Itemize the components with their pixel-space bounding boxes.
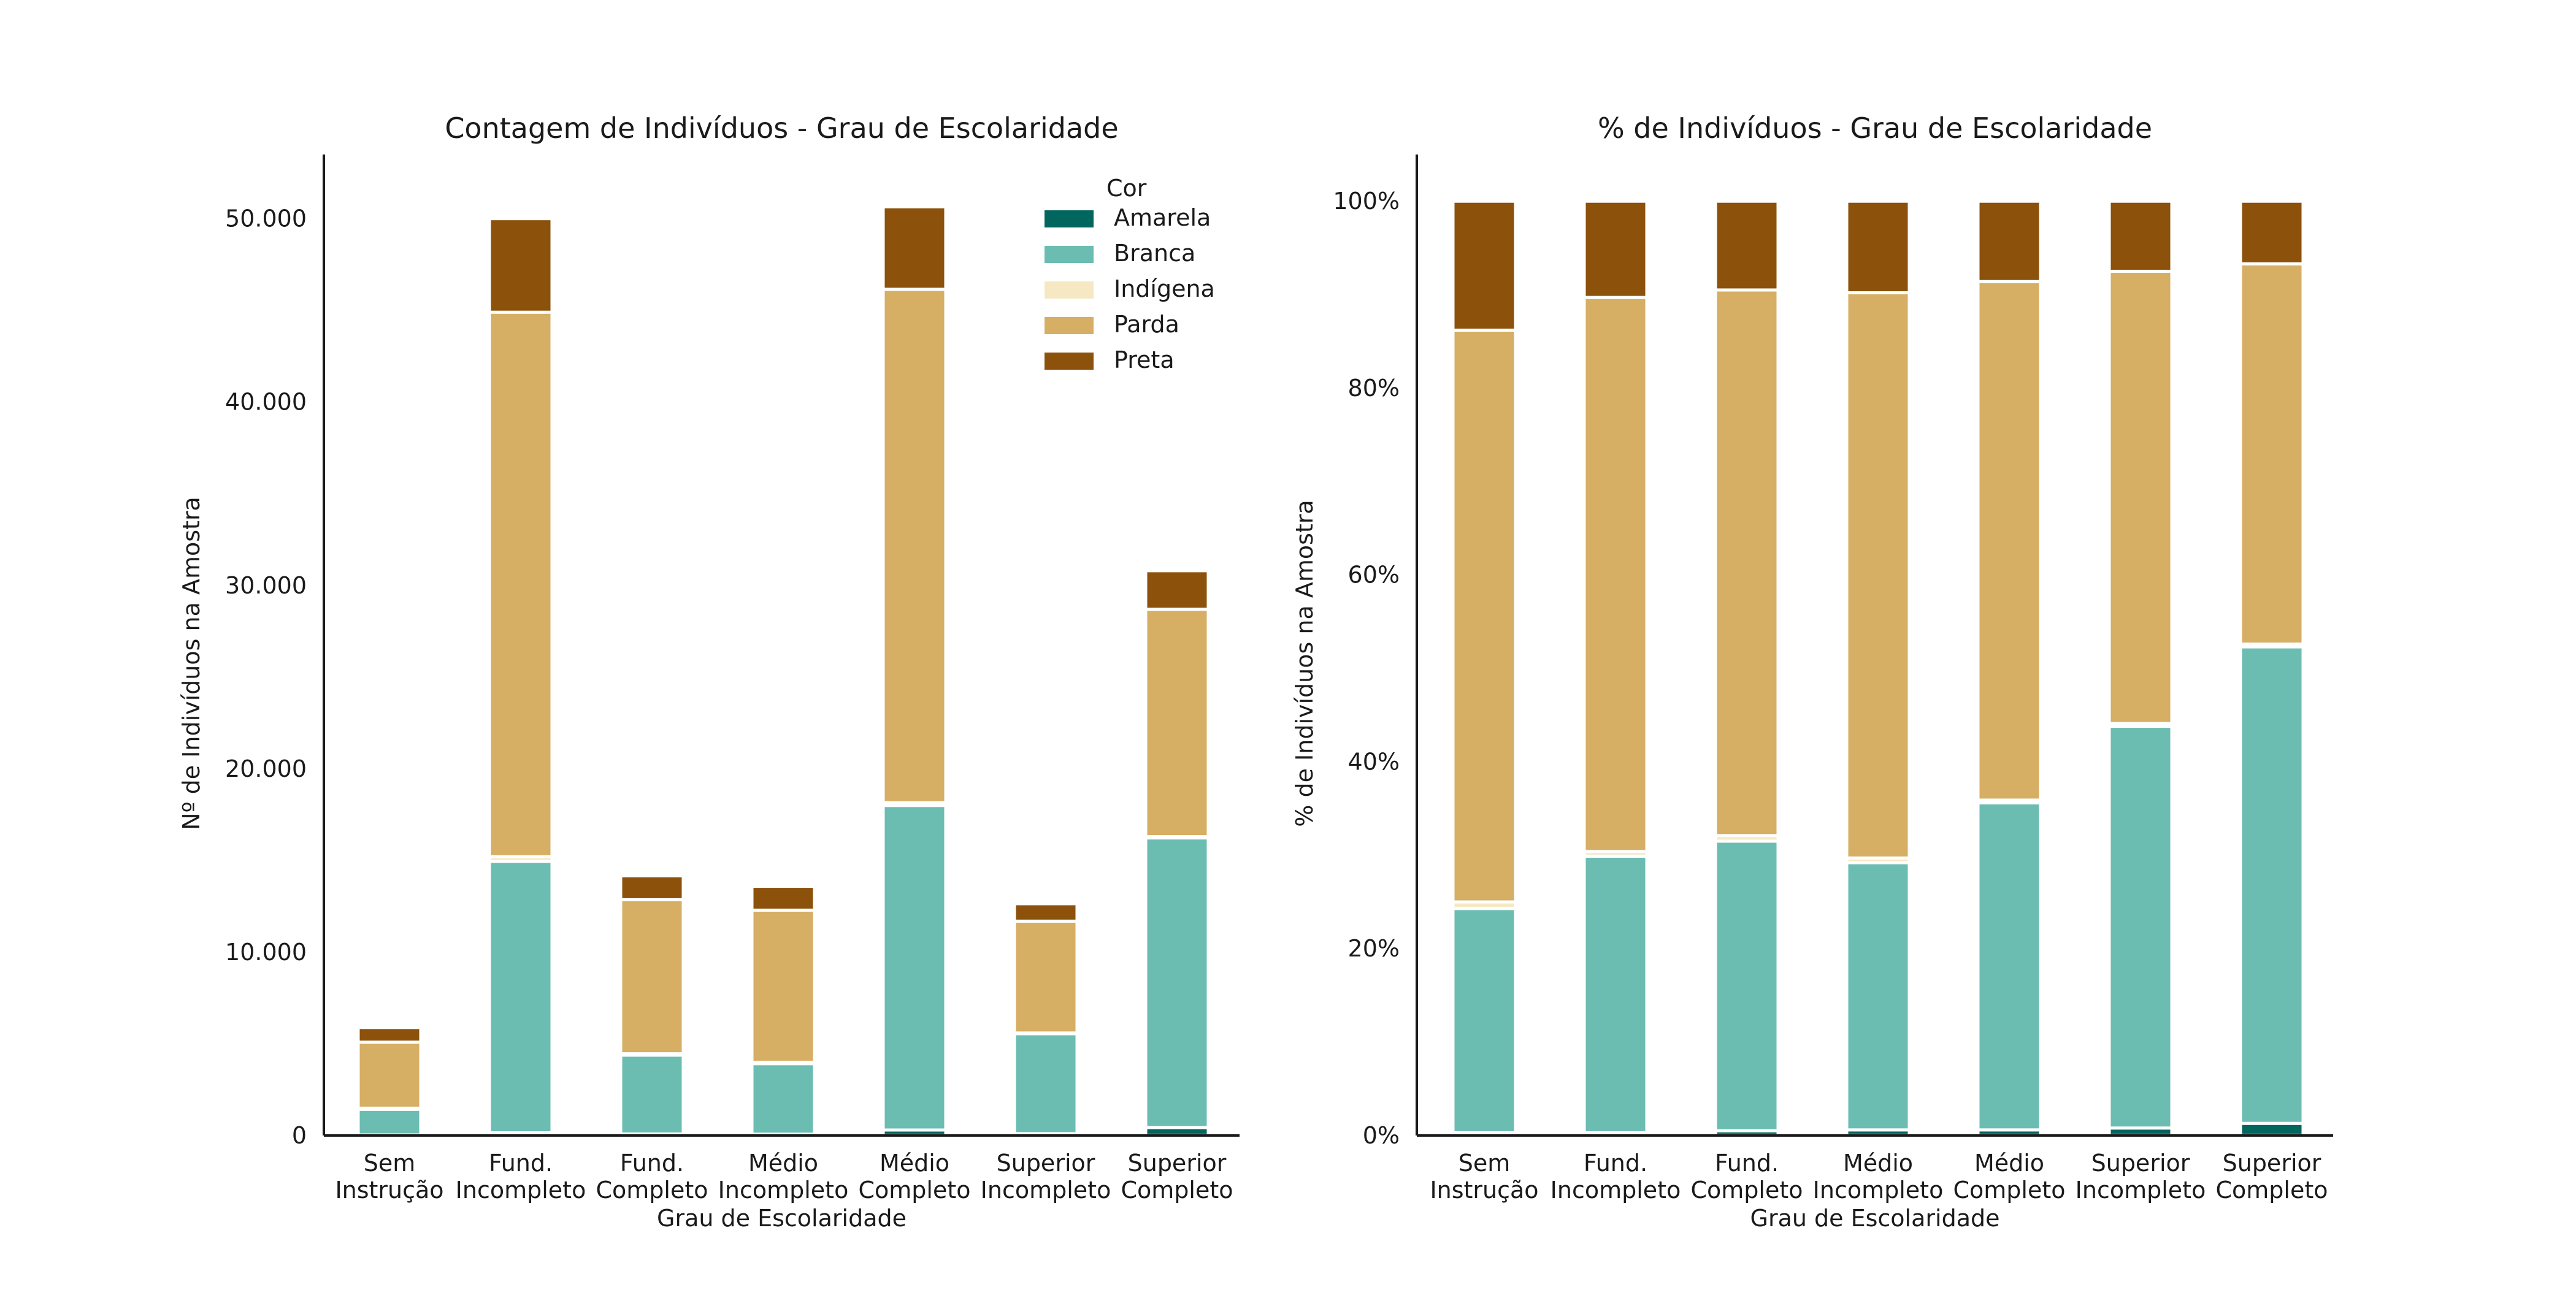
x-tick-label: Sem Instrução <box>335 1150 443 1204</box>
bar-segment-branca <box>1976 801 2042 1132</box>
bar-segment-branca <box>1451 907 1517 1134</box>
bar-segment-parda <box>1144 608 1210 839</box>
bar-segment-parda <box>881 288 948 804</box>
bar-segment-branca <box>881 804 948 1132</box>
x-tick-label: Médio Incompleto <box>718 1150 849 1204</box>
y-tick-label: 0% <box>1363 1122 1400 1149</box>
y-tick-label: 0 <box>292 1122 307 1149</box>
x-tick-label: Sem Instrução <box>1430 1150 1538 1204</box>
y-tick-label: 100% <box>1333 188 1400 215</box>
bar-segment-branca <box>1845 861 1911 1132</box>
x-tick-label: Médio Completo <box>1953 1150 2065 1204</box>
x-tick-label: Fund. Incompleto <box>456 1150 586 1204</box>
bar-segment-preta <box>356 1026 423 1044</box>
bar-segment-branca <box>1714 839 1780 1132</box>
bar-segment-preta <box>488 217 554 314</box>
chart-title: % de Indivíduos - Grau de Escolaridade <box>1598 112 2152 145</box>
x-tick-label: Médio Completo <box>858 1150 970 1204</box>
bar-segment-preta <box>1013 902 1079 923</box>
bar-segment-parda <box>1845 291 1911 860</box>
legend-title: Cor <box>1106 175 1147 202</box>
bar-segment-parda <box>1714 288 1780 838</box>
bar-segment-parda <box>1976 280 2042 802</box>
x-axis-label: Grau de Escolaridade <box>1750 1205 2000 1232</box>
bar-segment-branca <box>1582 854 1649 1134</box>
y-tick-label: 30.000 <box>225 572 307 599</box>
bar-segment-parda <box>2239 262 2305 646</box>
bar-segment-preta <box>619 874 685 901</box>
legend-entry: Branca <box>1114 240 1195 267</box>
bar-segment-preta <box>1714 199 1780 292</box>
x-axis-label: Grau de Escolaridade <box>657 1205 907 1232</box>
percent-chart: % de Indivíduos - Grau de Escolaridade % … <box>1291 112 2333 1232</box>
bar-segment-preta <box>1582 199 1649 299</box>
legend-entry: Amarela <box>1114 204 1211 231</box>
x-tick-label: Fund. Incompleto <box>1551 1150 1681 1204</box>
x-tick-label: Superior Incompleto <box>981 1150 1111 1204</box>
legend-entry: Parda <box>1114 311 1179 338</box>
legend-swatch <box>1045 353 1094 370</box>
y-tick-label: 20% <box>1348 935 1400 962</box>
bar-segment-branca <box>619 1053 685 1136</box>
x-tick-label: Superior Completo <box>1121 1150 1233 1204</box>
bar-segment-branca <box>750 1062 816 1136</box>
bar-segment-preta <box>2107 199 2174 273</box>
bar-segment-parda <box>1582 296 1649 853</box>
bar-segment-branca <box>2239 645 2305 1125</box>
bar-segment-parda <box>619 898 685 1056</box>
bar-segment-parda <box>356 1040 423 1110</box>
bar-segment-parda <box>2107 269 2174 725</box>
bar-segment-branca <box>1144 836 1210 1129</box>
y-tick-label: 40% <box>1348 748 1400 775</box>
bar-segment-branca <box>2107 725 2174 1130</box>
bar-segment-preta <box>1451 199 1517 332</box>
bar-segment-amarela <box>2239 1121 2305 1137</box>
x-tick-label: Superior Incompleto <box>2076 1150 2206 1204</box>
y-axis-label: Nº de Indivíduos na Amostra <box>178 497 205 830</box>
y-tick-label: 80% <box>1348 375 1400 402</box>
x-tick-label: Superior Completo <box>2215 1150 2328 1204</box>
y-axis-label: % de Indivíduos na Amostra <box>1291 500 1318 826</box>
bar-segment-branca <box>1013 1032 1079 1135</box>
legend-swatch <box>1045 317 1094 334</box>
bar-segment-branca <box>488 860 554 1135</box>
bar-segment-parda <box>488 310 554 858</box>
bar-segment-branca <box>356 1107 423 1137</box>
bar-segment-preta <box>881 205 948 291</box>
legend-swatch <box>1045 281 1094 299</box>
legend-swatch <box>1045 210 1094 227</box>
bar-segment-parda <box>1013 919 1079 1035</box>
y-tick-label: 10.000 <box>225 939 307 966</box>
legend-entry: Preta <box>1114 346 1175 373</box>
bar-segment-preta <box>1144 569 1210 611</box>
chart-title: Contagem de Indivíduos - Grau de Escolar… <box>445 112 1118 145</box>
x-tick-label: Fund. Completo <box>1690 1150 1803 1204</box>
bar-segment-parda <box>750 908 816 1064</box>
bar-segment-preta <box>1976 199 2042 283</box>
count-chart: Contagem de Indivíduos - Grau de Escolar… <box>178 112 1240 1232</box>
legend-entry: Indígena <box>1114 275 1215 302</box>
y-tick-label: 40.000 <box>225 389 307 416</box>
x-tick-label: Fund. Completo <box>596 1150 708 1204</box>
bar-segment-parda <box>1451 328 1517 904</box>
y-tick-label: 20.000 <box>225 755 307 782</box>
y-tick-label: 50.000 <box>225 205 307 232</box>
y-tick-label: 60% <box>1348 562 1400 589</box>
legend-swatch <box>1045 246 1094 263</box>
bar-segment-preta <box>2239 199 2305 265</box>
bar-segment-preta <box>1845 199 1911 295</box>
x-tick-label: Médio Incompleto <box>1813 1150 1944 1204</box>
bar-segment-preta <box>750 885 816 912</box>
